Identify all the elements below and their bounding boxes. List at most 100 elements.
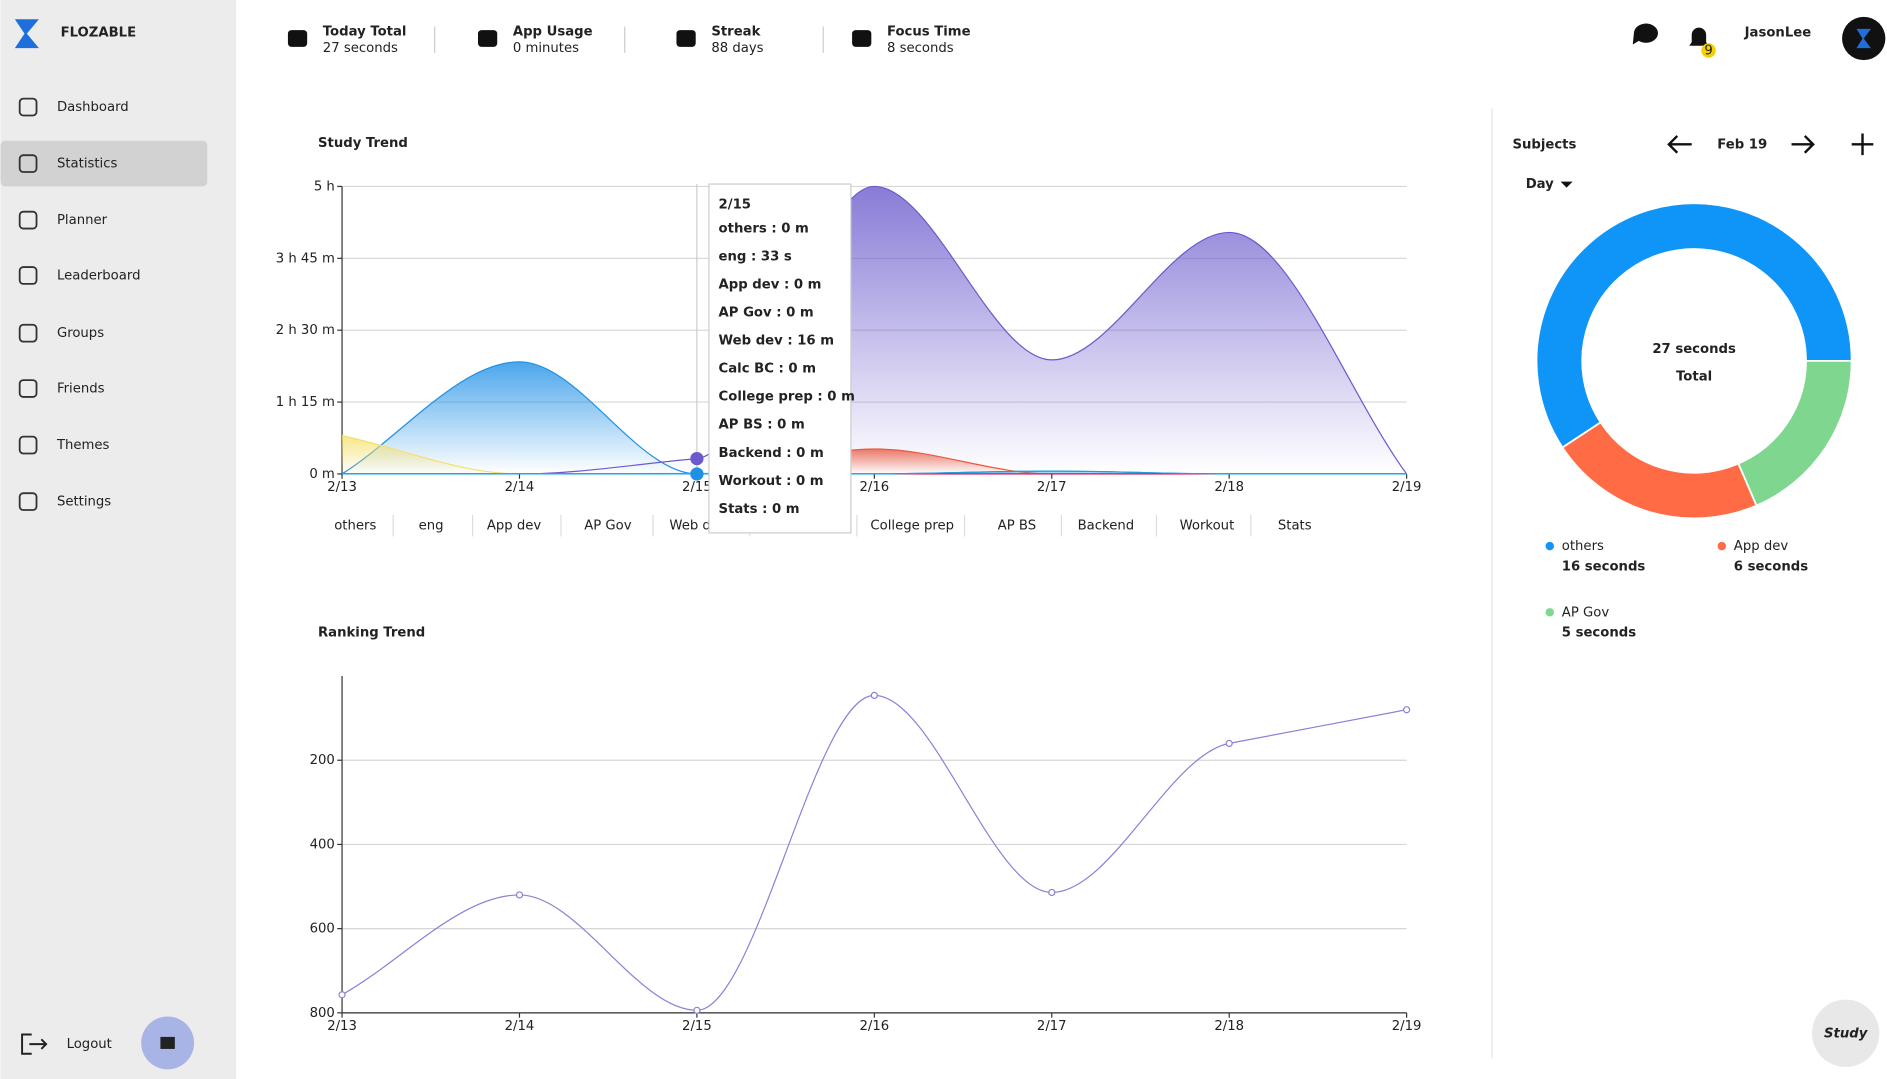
point — [1048, 888, 1056, 897]
study-button[interactable] — [1811, 999, 1880, 1067]
nav-item[interactable]: Leaderboard — [57, 268, 141, 283]
y-tick-label: 0 m — [309, 467, 335, 482]
tooltip-line: College prep : 0 m — [719, 390, 855, 405]
stat-value: 0 minutes — [513, 41, 579, 56]
nav-icon — [18, 97, 38, 117]
logout[interactable]: Logout — [67, 1037, 112, 1052]
dropdown-caret[interactable] — [1560, 181, 1573, 188]
y-tick-label: 1 h 15 m — [276, 395, 335, 410]
stat-label: Streak — [711, 24, 761, 39]
donut-segment — [1535, 202, 1853, 449]
x-tick-label: 2/13 — [327, 1019, 357, 1034]
legend-item[interactable]: eng — [419, 519, 444, 534]
nav-item[interactable]: Groups — [57, 326, 104, 341]
point — [515, 891, 524, 899]
legend-value: 16 seconds — [1562, 560, 1646, 575]
chat-icon[interactable] — [1632, 23, 1658, 45]
legend-item[interactable]: AP BS — [998, 519, 1036, 534]
x-tick-label: 2/13 — [327, 480, 357, 495]
series-area — [342, 435, 1407, 474]
hover-dot — [690, 467, 704, 481]
nav-icon — [18, 210, 38, 230]
tooltip — [708, 183, 852, 534]
chart-title: Ranking Trend — [318, 626, 425, 641]
period-select[interactable]: Day — [1526, 177, 1554, 192]
legend-name: App dev — [1734, 539, 1789, 554]
legend-name: others — [1562, 539, 1604, 554]
tooltip-line: others : 0 m — [719, 222, 809, 237]
nav-icon — [18, 266, 38, 285]
nav-item[interactable]: Planner — [57, 213, 108, 228]
tooltip-line: Web dev : 16 m — [719, 334, 834, 349]
stat-label: App Usage — [513, 24, 593, 39]
legend-item[interactable]: others — [334, 519, 376, 534]
nav-icon — [18, 492, 38, 511]
nav-item[interactable]: Statistics — [57, 157, 118, 172]
donut-segment — [1561, 421, 1758, 520]
x-tick-label: 2/19 — [1392, 480, 1422, 495]
legend-item[interactable]: College prep — [870, 519, 954, 534]
x-tick-label: 2/18 — [1214, 1019, 1244, 1034]
point — [1225, 739, 1233, 747]
legend-item[interactable]: Workout — [1180, 519, 1235, 534]
stat-value: 8 seconds — [887, 41, 954, 56]
x-tick-label: 2/18 — [1214, 480, 1244, 495]
x-tick-label: 2/16 — [859, 480, 889, 495]
legend-item[interactable]: AP Gov — [584, 519, 632, 534]
panel-title: Subjects — [1512, 137, 1576, 152]
point — [338, 991, 346, 999]
nav-icon — [18, 379, 38, 398]
nav-item[interactable]: Settings — [57, 495, 111, 510]
nav-icon — [18, 435, 38, 455]
tooltip-line: Calc BC : 0 m — [719, 362, 816, 377]
legend-item[interactable]: Backend — [1078, 519, 1135, 534]
legend-item[interactable]: Stats — [1278, 519, 1312, 534]
legend-value: 5 seconds — [1562, 626, 1636, 641]
brand: FLOZABLE — [61, 25, 137, 40]
map-icon — [160, 1036, 175, 1049]
username[interactable]: JasonLee — [1744, 25, 1812, 40]
stat-label: Today Total — [323, 24, 407, 39]
nav-icon — [18, 154, 38, 173]
x-tick-label: 2/14 — [505, 1019, 535, 1034]
legend-item[interactable]: App dev — [487, 519, 542, 534]
study-label[interactable]: Study — [1824, 1026, 1869, 1041]
bell-icon[interactable] — [1689, 27, 1709, 46]
x-tick-label: 2/17 — [1037, 1019, 1067, 1034]
tooltip-line: Backend : 0 m — [719, 446, 824, 461]
center-label: 27 seconds — [1652, 342, 1736, 357]
y-tick-label: 5 h — [314, 179, 335, 194]
nav-item[interactable]: Themes — [56, 438, 110, 453]
y-tick-label: 600 — [310, 922, 335, 937]
nav-arrows[interactable] — [1667, 133, 1874, 156]
series-line — [341, 694, 1407, 1011]
logo — [14, 19, 39, 49]
badge-count: 9 — [1704, 44, 1712, 59]
tooltip-line: App dev : 0 m — [719, 278, 822, 293]
stat-value: 27 seconds — [323, 41, 398, 56]
y-tick-label: 400 — [310, 837, 335, 852]
point — [1403, 706, 1411, 714]
nav-item[interactable]: Dashboard — [57, 100, 129, 115]
x-tick-label: 2/15 — [682, 1019, 712, 1034]
date-label: Feb 19 — [1717, 137, 1767, 152]
tooltip-line: eng : 33 s — [719, 250, 792, 265]
legend-dot — [1545, 608, 1554, 617]
series-area — [342, 361, 1407, 474]
x-tick-label: 2/16 — [859, 1019, 889, 1034]
legend-name: AP Gov — [1562, 605, 1610, 620]
logout-icon — [21, 1033, 48, 1055]
stat-icon — [852, 30, 872, 47]
tooltip-line: AP BS : 0 m — [719, 418, 805, 433]
stat-value: 88 days — [711, 41, 763, 56]
x-tick-label: 2/15 — [682, 480, 712, 495]
point — [870, 691, 878, 700]
stat-icon — [477, 30, 498, 47]
legend-value: 6 seconds — [1734, 560, 1808, 575]
nav-item[interactable]: Friends — [57, 382, 105, 397]
x-tick-label: 2/19 — [1392, 1019, 1422, 1034]
tooltip-line: Stats : 0 m — [719, 502, 800, 517]
x-tick-label: 2/14 — [505, 480, 535, 495]
